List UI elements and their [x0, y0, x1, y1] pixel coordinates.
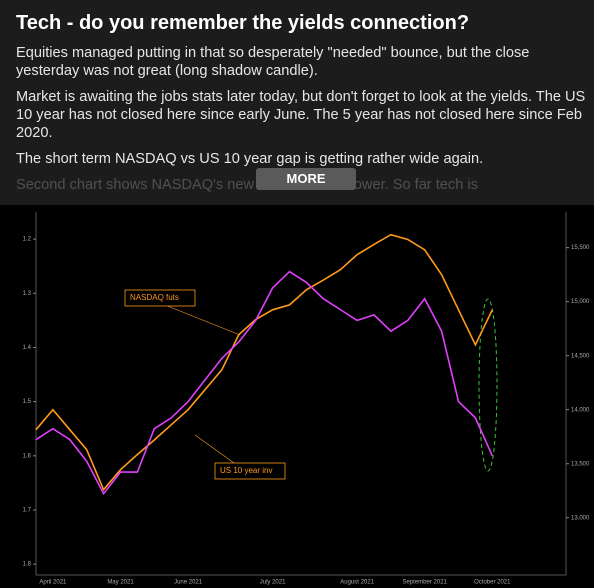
paragraph: Equities managed putting in that so desp…: [16, 45, 530, 79]
paragraph: Market is awaiting the jobs stats later …: [16, 89, 586, 141]
y-tick-label: 15,500: [571, 245, 590, 251]
more-button[interactable]: MORE: [256, 168, 356, 190]
x-tick-label: July 2021: [260, 580, 286, 586]
y2-tick-label: 1.7: [23, 508, 32, 514]
x-tick-label: April 2021: [39, 580, 67, 586]
y2-tick-label: 1.3: [23, 291, 32, 297]
annotation-pointer: [164, 304, 241, 336]
annotation-box: [214, 462, 286, 480]
y2-tick-label: 1.4: [23, 345, 32, 351]
series-line: [35, 270, 494, 496]
y-tick-label: 13,000: [571, 515, 590, 521]
series-line: [35, 233, 494, 492]
paragraph: The short term NASDAQ vs US 10 year gap …: [16, 151, 484, 167]
x-tick-label: August 2021: [340, 580, 374, 586]
y2-tick-label: 1.5: [23, 399, 32, 405]
chart: 13,000 13,500 14,000 14,500 15,000 15,500 1.2 1…: [0, 205, 594, 588]
highlight-ellipse: [478, 298, 498, 472]
annotation-label: NASDAQ futs: [130, 293, 179, 302]
y-tick-label: 15,000: [571, 299, 590, 305]
paragraph: Second chart shows NASDAQ's new trend ch…: [16, 177, 478, 193]
post-title: Tech - do you remember the yields connec…: [16, 12, 470, 34]
annotation-label: US 10 year inv: [220, 466, 272, 475]
y2-tick-label: 1.8: [23, 562, 32, 568]
x-tick-label: May 2021: [107, 580, 134, 586]
post: Tech - do you remember the yields connec…: [16, 0, 590, 202]
x-tick-label: June 2021: [174, 580, 203, 586]
x-tick-label: October 2021: [474, 580, 511, 586]
annotation-box: [124, 289, 196, 307]
y-tick-label: 14,500: [571, 353, 590, 359]
y-tick-label: 14,000: [571, 407, 590, 413]
y2-tick-label: 1.6: [23, 453, 32, 459]
chart-bg: [0, 205, 594, 588]
y-tick-label: 13,500: [571, 461, 590, 467]
y2-tick-label: 1.2: [23, 237, 32, 243]
x-tick-label: September 2021: [403, 580, 448, 586]
